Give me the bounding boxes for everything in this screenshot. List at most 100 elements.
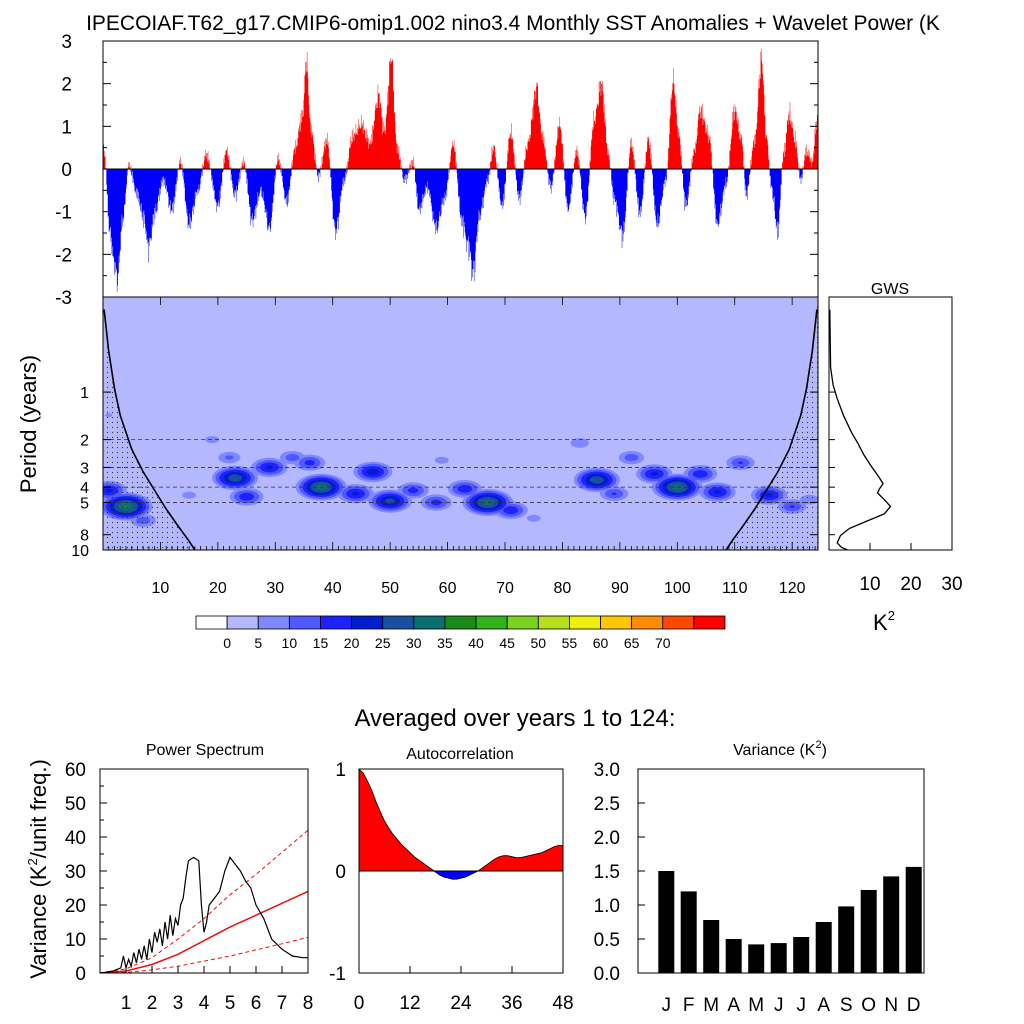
ac-y-tick-label: 0 bbox=[335, 862, 346, 883]
variance-bar bbox=[680, 891, 697, 973]
coi-stipple-right bbox=[726, 297, 818, 550]
power-spectrum-title: Power Spectrum bbox=[146, 742, 264, 759]
wavelet-frame bbox=[102, 296, 819, 551]
autocorrelation-curve bbox=[358, 768, 563, 880]
colorbar-swatch bbox=[382, 615, 415, 630]
autocorrelation-positive-fill bbox=[359, 769, 563, 871]
gws-tick-label: 10 bbox=[859, 574, 880, 595]
cone-of-influence-left bbox=[103, 309, 196, 550]
variance-frame bbox=[637, 768, 925, 974]
month-label: J bbox=[796, 995, 806, 1016]
ps-x-tick-label: 5 bbox=[225, 993, 236, 1014]
colorbar-label: 35 bbox=[437, 635, 453, 651]
colorbar-label: 5 bbox=[254, 635, 262, 651]
period-tick-label: 4 bbox=[80, 480, 89, 497]
colorbar-swatch bbox=[631, 615, 664, 630]
power-contour bbox=[713, 490, 722, 494]
negative-anomaly-bars bbox=[103, 169, 818, 292]
sst-anomaly-panel: 3 2 1 0 -1 -2 -3 bbox=[55, 32, 819, 309]
variance-title: Variance (K2) bbox=[733, 739, 827, 759]
gws-panel: GWS 10 20 30 K2 bbox=[828, 281, 963, 635]
power-contour bbox=[611, 492, 617, 495]
upper-confidence-line bbox=[100, 829, 308, 973]
year-tick-label: 80 bbox=[554, 580, 572, 597]
ps-y-tick-label: 60 bbox=[65, 760, 86, 781]
power-contour bbox=[304, 460, 315, 466]
mv-y-tick-label: 2.0 bbox=[594, 828, 620, 849]
gws-tick-label: 20 bbox=[900, 574, 921, 595]
year-tick-label: 120 bbox=[779, 580, 806, 597]
colorbar-swatch bbox=[600, 615, 633, 630]
period-tick-label: 3 bbox=[80, 460, 89, 477]
ac-y-tick-label: 1 bbox=[335, 760, 346, 781]
colorbar-swatch bbox=[662, 615, 695, 630]
mv-y-tick-label: 1.0 bbox=[594, 896, 620, 917]
colorbar-label: 50 bbox=[531, 635, 547, 651]
month-label: F bbox=[683, 995, 695, 1016]
positive-anomaly-bars bbox=[103, 49, 818, 169]
period-tick-label: 5 bbox=[80, 495, 89, 512]
power-contour bbox=[526, 514, 541, 522]
coi-stipple-left bbox=[103, 297, 195, 550]
period-tick-label: 10 bbox=[71, 543, 89, 560]
variance-bar bbox=[703, 920, 720, 973]
red-noise-line bbox=[100, 890, 308, 973]
gws-axes: 10 20 30 bbox=[829, 391, 963, 595]
month-label: M bbox=[748, 995, 764, 1016]
y-tick-label: 3 bbox=[61, 32, 72, 53]
power-contour bbox=[225, 455, 234, 460]
year-tick-label: 10 bbox=[152, 580, 170, 597]
period-tick-label: 8 bbox=[80, 528, 89, 545]
power-contour bbox=[503, 506, 519, 515]
autocorrelation-axes: 1 0 -1 0 12 24 36 48 bbox=[329, 760, 573, 1014]
power-contour bbox=[692, 470, 708, 478]
y-tick-label: -2 bbox=[55, 245, 72, 266]
colorbar-swatch bbox=[257, 615, 290, 630]
ps-x-tick-label: 4 bbox=[199, 993, 210, 1014]
power-contour bbox=[570, 438, 589, 448]
gws-frame bbox=[828, 296, 953, 551]
ac-x-tick-label: 48 bbox=[552, 993, 573, 1014]
autocorrelation-frame bbox=[358, 768, 564, 974]
year-tick-label: 50 bbox=[381, 580, 399, 597]
power-contour bbox=[205, 436, 220, 444]
power-contour bbox=[239, 492, 255, 501]
variance-bar bbox=[860, 890, 877, 973]
power-spectrum-panel: Power Spectrum 0 10 20 30 40 50 60 1 2 3 4 5 6 7 8 Var… bbox=[25, 742, 313, 1014]
averaged-title: Averaged over years 1 to 124: bbox=[354, 705, 675, 732]
ps-y-tick-label: 0 bbox=[75, 964, 86, 985]
colorbar-label: 20 bbox=[344, 635, 360, 651]
y-tick-label: 2 bbox=[61, 75, 72, 96]
year-tick-label: 60 bbox=[439, 580, 457, 597]
colorbar-swatch bbox=[444, 615, 477, 630]
colorbar: 0 5 10 15 20 25 30 35 40 45 50 55 60 65 70 bbox=[195, 615, 726, 651]
power-spectrum-axes: 0 10 20 30 40 50 60 1 2 3 4 5 6 7 8 bbox=[65, 760, 313, 1014]
ps-x-tick-label: 1 bbox=[121, 993, 132, 1014]
year-tick-label: 110 bbox=[722, 580, 748, 597]
ac-x-tick-label: 0 bbox=[354, 993, 365, 1014]
month-label: M bbox=[703, 995, 719, 1016]
ps-x-tick-label: 3 bbox=[173, 993, 184, 1014]
month-label: J bbox=[661, 995, 671, 1016]
variance-bar bbox=[815, 922, 832, 973]
power-contour bbox=[366, 468, 379, 476]
month-label: S bbox=[840, 995, 853, 1016]
colorbar-label: 15 bbox=[313, 635, 329, 651]
period-dashed-lines bbox=[103, 439, 818, 503]
variance-bar bbox=[793, 937, 810, 973]
power-contour bbox=[285, 454, 300, 462]
variance-bar bbox=[725, 939, 742, 973]
colorbar-label: 25 bbox=[375, 635, 391, 651]
power-contour bbox=[228, 474, 243, 482]
gws-tick-label: 30 bbox=[941, 574, 962, 595]
ps-y-tick-label: 20 bbox=[65, 896, 86, 917]
colorbar-label: 10 bbox=[282, 635, 298, 651]
power-contour bbox=[457, 485, 473, 493]
ac-x-tick-label: 36 bbox=[501, 993, 522, 1014]
ps-x-tick-label: 7 bbox=[277, 993, 288, 1014]
power-contour bbox=[407, 487, 419, 494]
year-tick-label: 20 bbox=[209, 580, 227, 597]
